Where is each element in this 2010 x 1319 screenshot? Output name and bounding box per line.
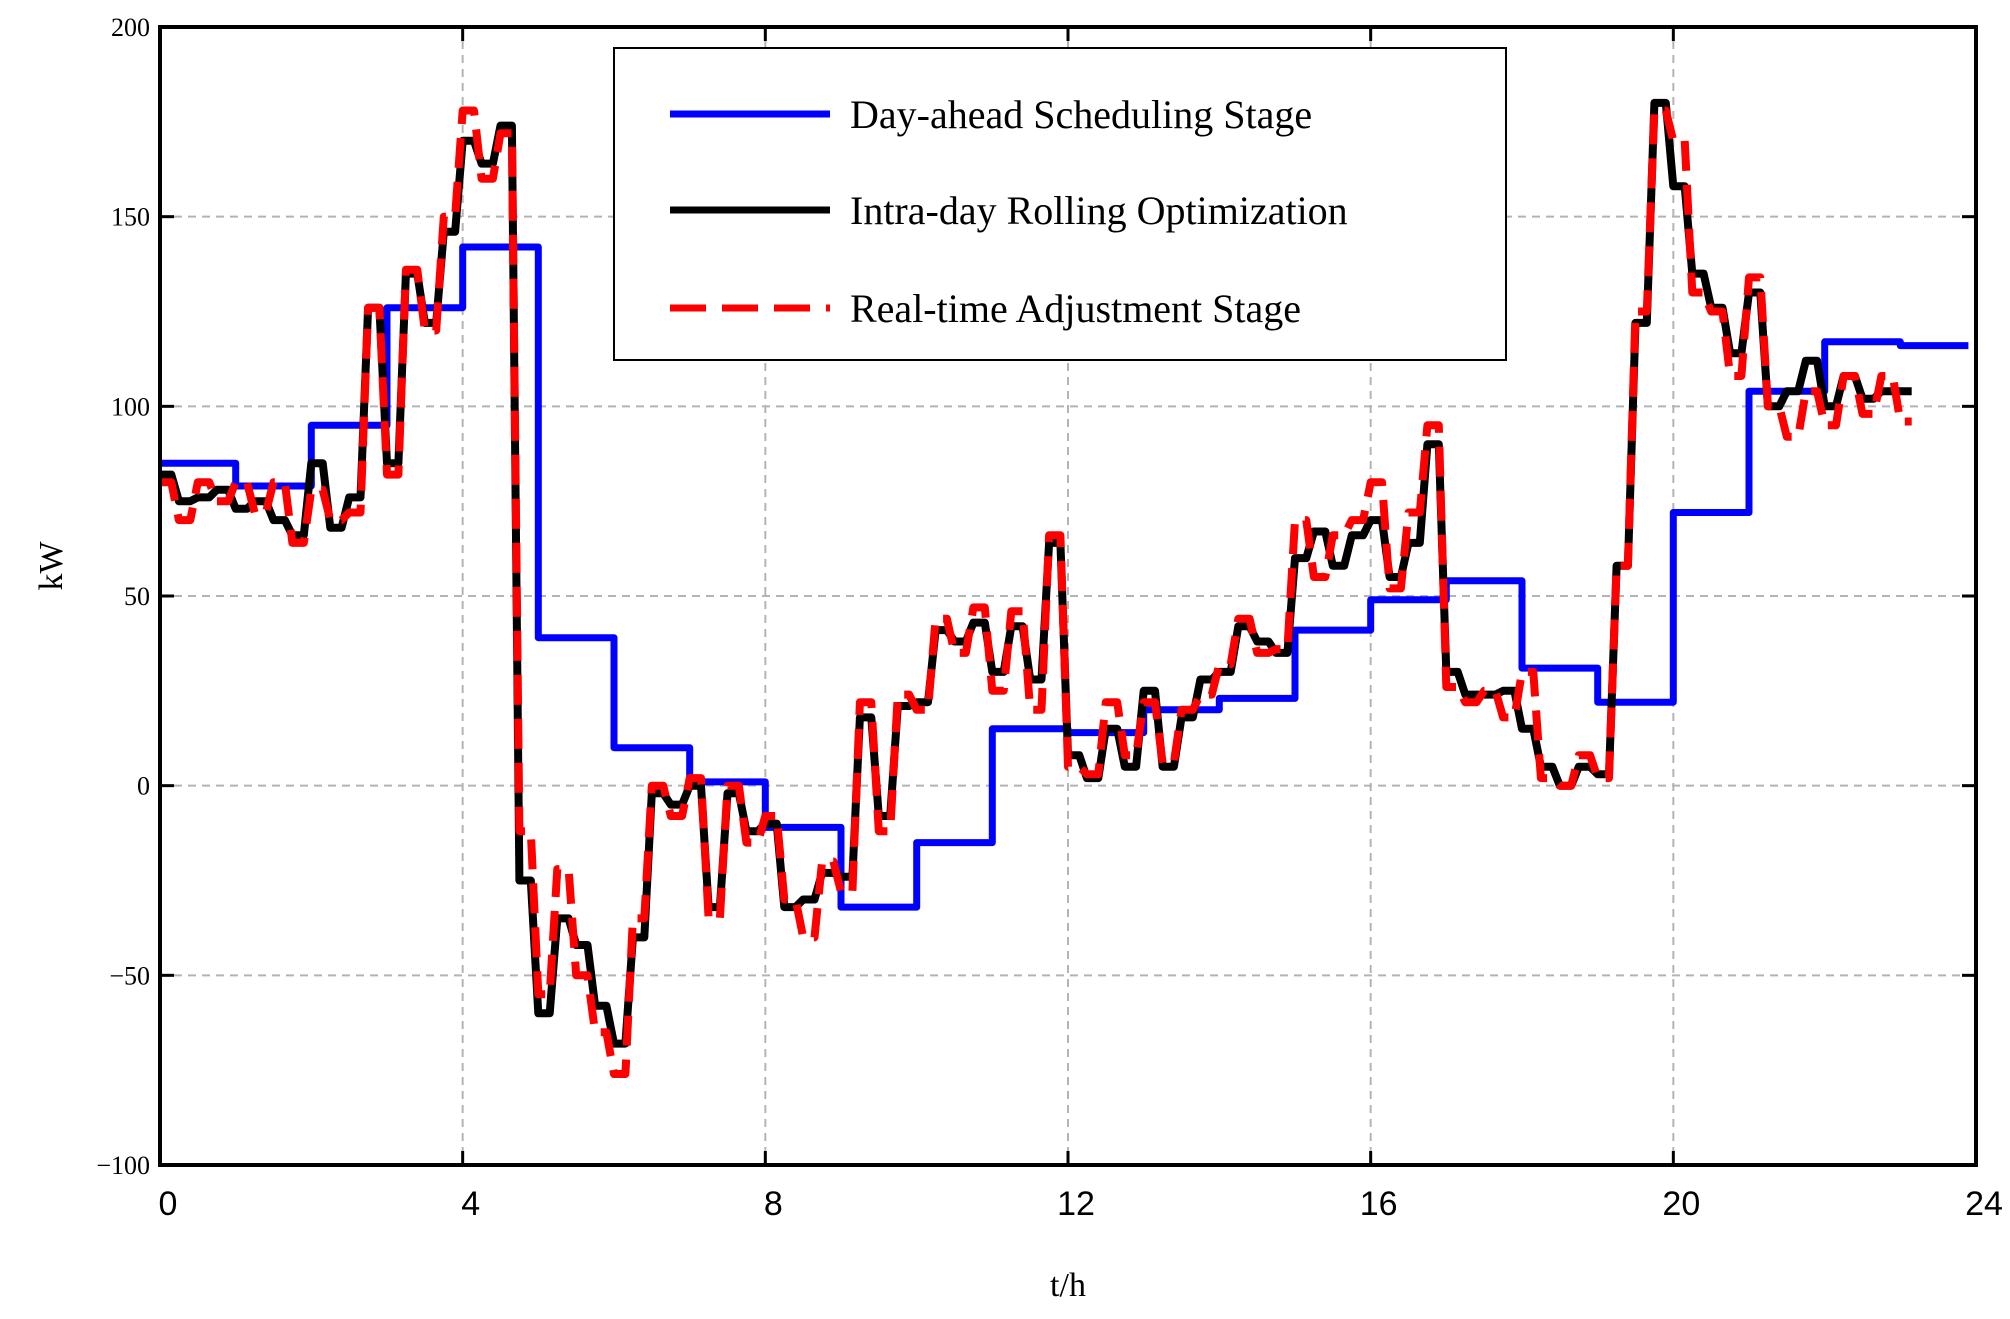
- y-tick-label: −100: [96, 1151, 150, 1180]
- x-tick-label: 0: [159, 1185, 178, 1223]
- x-tick-label: 24: [1965, 1185, 2003, 1223]
- y-tick-label: 150: [111, 203, 150, 232]
- legend-label-real-time: Real-time Adjustment Stage: [850, 286, 1301, 331]
- legend: Day-ahead Scheduling Stage Intra-day Rol…: [613, 47, 1507, 361]
- legend-label-day-ahead: Day-ahead Scheduling Stage: [850, 92, 1312, 137]
- x-tick-label: 20: [1662, 1185, 1700, 1223]
- x-tick-label: 4: [461, 1185, 480, 1223]
- legend-box: [613, 47, 1507, 361]
- legend-label-intra-day: Intra-day Rolling Optimization: [850, 188, 1348, 233]
- y-axis-label: kW: [33, 541, 70, 591]
- y-tick-labels: −100 −50 0 50 100 150 200: [96, 13, 150, 1180]
- x-tick-label: 12: [1057, 1185, 1095, 1223]
- y-tick-label: 50: [124, 582, 150, 611]
- series-line-intra-day: [160, 98, 1912, 1048]
- y-tick-label: 0: [137, 772, 150, 801]
- series-line-real-time: [160, 106, 1912, 1078]
- axis-ticks: [158, 25, 1978, 1167]
- x-tick-label: 8: [764, 1185, 783, 1223]
- x-axis-label: t/h: [1050, 1267, 1086, 1304]
- x-tick-label: 16: [1360, 1185, 1398, 1223]
- y-tick-label: −50: [109, 961, 150, 990]
- y-tick-label: 100: [111, 392, 150, 421]
- y-tick-label: 200: [111, 13, 150, 42]
- x-tick-labels: 0 4 8 12 16 20 24: [159, 1185, 2003, 1223]
- plot-series: [160, 98, 1969, 1078]
